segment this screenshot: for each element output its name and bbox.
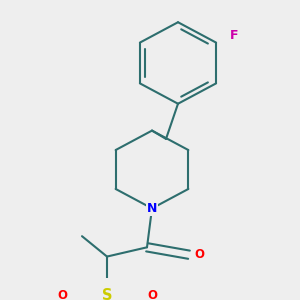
- Text: S: S: [102, 288, 112, 300]
- Text: O: O: [57, 289, 67, 300]
- Text: O: O: [147, 289, 157, 300]
- Text: N: N: [147, 202, 157, 215]
- Text: O: O: [194, 248, 204, 261]
- Text: F: F: [230, 29, 239, 42]
